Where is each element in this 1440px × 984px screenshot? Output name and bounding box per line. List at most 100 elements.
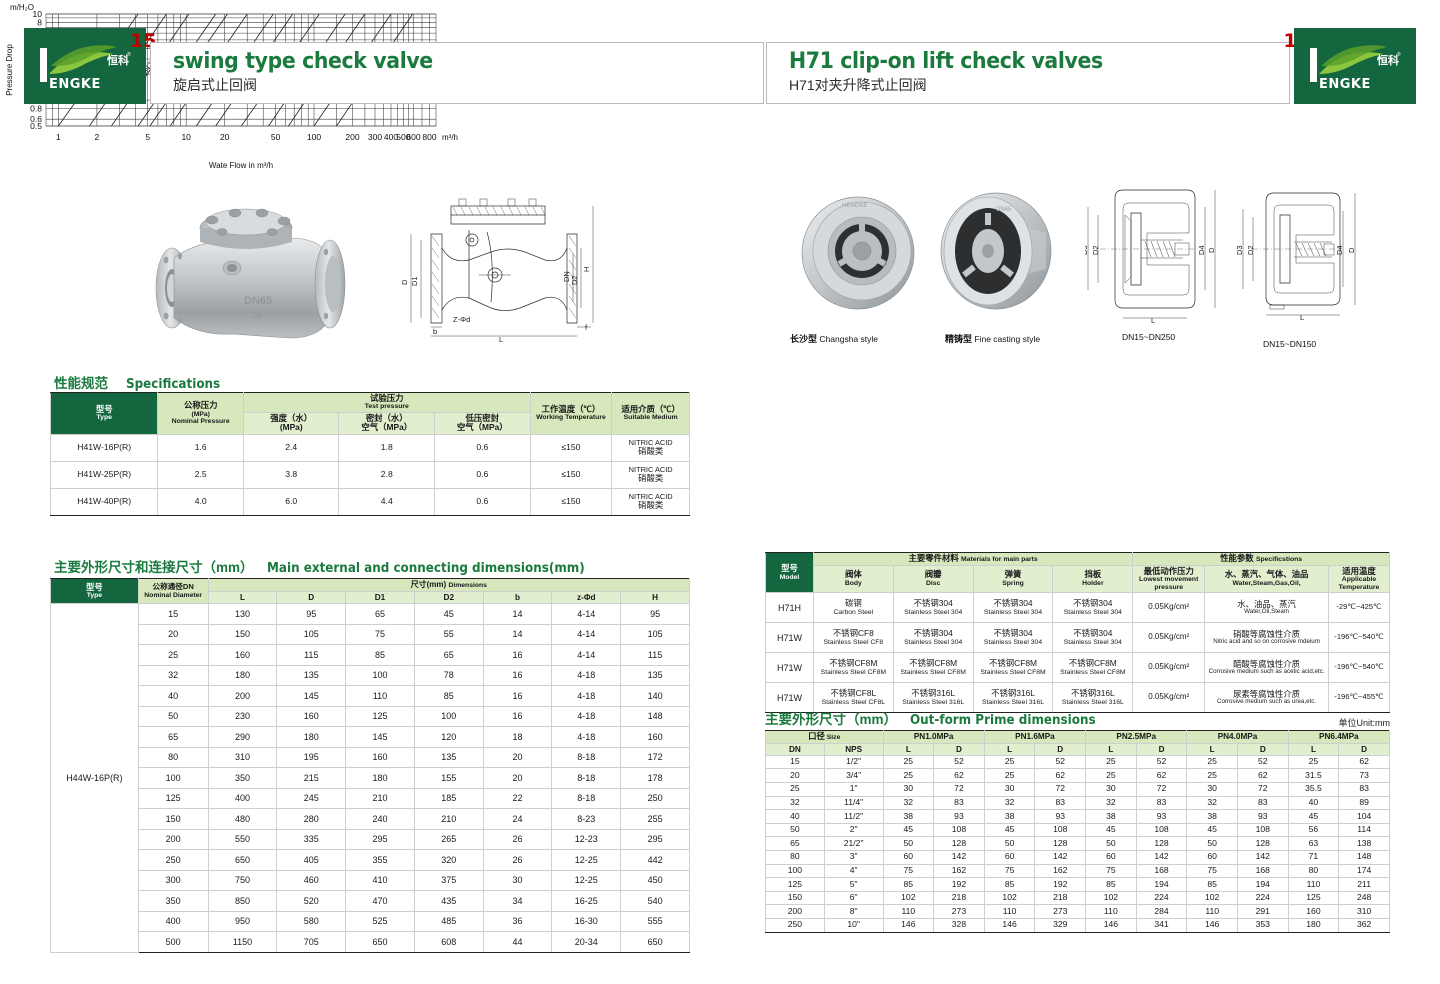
table-cell: 273 [933, 904, 985, 919]
col-header-low-seal: 低压密封 空气（MPa） [434, 412, 531, 435]
table-cell: 0.6 [434, 460, 531, 489]
table-row: H71W 不锈钢CF8 Stainless Steel CF8 不锈钢304 Stain… [765, 622, 1391, 654]
table-cell: 32 [983, 795, 1036, 811]
table-cell: 160 [620, 726, 690, 748]
table-cell: 540 [620, 890, 690, 912]
table-cell: 75 [882, 863, 935, 879]
table-cell: 128 [1135, 836, 1188, 851]
table-cell: 14 [482, 603, 553, 625]
wafer-check-valve-photos: HENGKE DN65 [790, 185, 1065, 325]
table-cell: 180 [276, 726, 347, 748]
table-cell-media: 水、油品、蒸汽 Water,Oil,Steam [1204, 592, 1329, 624]
col-header-holder: 挡板 Holder [1052, 564, 1134, 594]
table-row: 20 3/4" 25 62 25 62 25 62 25 62 31.5 73 [765, 768, 1390, 783]
svg-text:800: 800 [422, 132, 436, 142]
table-cell: 73 [1338, 768, 1390, 783]
table-cell: 265 [413, 828, 484, 851]
table-cell-holder: 不锈钢CF8M Stainless Steel CF8M [1052, 652, 1134, 684]
table-cell: 650 [620, 931, 690, 953]
svg-text:200: 200 [345, 132, 359, 142]
table-cell-type: H44W-16P(R) [50, 603, 139, 953]
table-cell-model: H71W [765, 682, 814, 714]
table-cell: 108 [1034, 822, 1087, 838]
table-cell: 16 [482, 644, 553, 666]
table-cell: 135 [413, 746, 484, 769]
table-cell: 25 [1085, 754, 1137, 770]
table-cell: 224 [1236, 890, 1289, 906]
table-cell: 195 [276, 746, 347, 769]
table-cell: 62 [1338, 754, 1390, 770]
table-cell: 128 [1034, 836, 1087, 851]
page-number-left: 15 [130, 30, 157, 52]
table-cell-medium: NITRIC ACID 硝酸类 [611, 487, 690, 516]
table-cell: 95 [276, 603, 347, 625]
table-cell: 168 [1135, 863, 1188, 879]
svg-text:16: 16 [252, 310, 262, 320]
table-row: 32 11/4" 32 83 32 83 32 83 32 83 40 89 [765, 795, 1390, 811]
table-cell: 14 [482, 623, 553, 646]
dim-label-f: f [585, 323, 588, 332]
table-cell: 162 [933, 863, 985, 879]
table-cell: 12-23 [551, 828, 622, 851]
figure-caption-finecasting: 精铸型 Fine casting style [945, 332, 1040, 345]
table-cell: 178 [620, 767, 690, 789]
table-cell: 30 [882, 781, 935, 797]
table-cell-body: 不锈钢CF8L Stainless Steel CF8L [812, 682, 894, 714]
table-row: 200 8" 110 273 110 273 110 284 110 291 160 310 [765, 904, 1390, 919]
col-header-l: L [207, 590, 278, 605]
dim-label-D: D [1347, 247, 1356, 253]
table-cell: 160 [276, 705, 347, 728]
table-row: 125 400 245 210 185 22 8-18 250 [51, 787, 690, 810]
svg-text:m/H₂O: m/H₂O [10, 3, 34, 12]
table-cell: 72 [1236, 781, 1289, 797]
table-cell: 353 [1236, 917, 1289, 933]
table-cell: 52 [1135, 754, 1188, 770]
section-title-cn: 主要外形尺寸和连接尺寸（mm） [54, 560, 254, 575]
table-cell: 21/2" [823, 836, 884, 851]
dim-label-D1: D1 [410, 276, 419, 286]
table-cell: 60 [1186, 849, 1238, 865]
table-cell: 18 [482, 726, 553, 748]
table-cell: 65 [765, 836, 825, 851]
table-cell: 4.0 [157, 487, 244, 516]
materials-specifications-table: 型号 Model 主要零件材料 Materials for main parts… [765, 551, 1391, 714]
table-cell: 16 [482, 685, 553, 707]
dim-label-DN: DN [562, 271, 571, 282]
dim-label-b: b [433, 327, 437, 336]
figure-caption-dn15-dn150: DN15~DN150 [1263, 339, 1317, 349]
table-cell: 26 [482, 849, 553, 871]
table-cell-disc: 不锈钢304 Stainless Steel 304 [892, 622, 974, 654]
table-cell: 25 [1186, 754, 1238, 770]
table-cell: 4-18 [551, 705, 622, 728]
table-cell: 1/2" [823, 754, 884, 770]
table-cell: 32 [882, 795, 935, 811]
table-cell: 80 [137, 746, 209, 769]
table-cell-pressure: 0.05Kg/cm² [1132, 622, 1206, 654]
table-cell: 125 [345, 705, 415, 728]
unit-note: 单位Unit:mm [1338, 716, 1390, 729]
table-cell: 355 [345, 849, 415, 871]
table-cell: 85 [413, 685, 484, 707]
table-cell: 93 [1034, 809, 1087, 824]
table-cell: 291 [1236, 904, 1289, 919]
col-header-spring: 弹簧 Spring [972, 564, 1054, 594]
table-cell: 8-23 [551, 808, 622, 830]
table-cell: 45 [413, 603, 484, 625]
table-cell: 4-18 [551, 726, 622, 748]
table-cell: 2" [823, 822, 884, 838]
col-header-pn64mpa: PN6.4MPa [1287, 730, 1391, 744]
table-cell: 705 [276, 931, 347, 953]
table-cell: 150 [765, 890, 825, 906]
table-cell: 310 [1338, 904, 1390, 919]
table-cell: 4-14 [551, 603, 622, 625]
page-title-cn-right: H71对夹升降式止回阀 [789, 77, 927, 93]
col-header-size: 口径 Size [765, 730, 884, 744]
table-row: 25 1" 30 72 30 72 30 72 30 72 35.5 83 [765, 781, 1390, 797]
table-cell: 15 [765, 754, 825, 770]
table-cell: 34 [482, 890, 553, 912]
table-cell: 115 [620, 644, 690, 666]
table-row: H41W-25P(R) 2.5 3.8 2.8 0.6 ≤150 NITRIC ACID 硝酸… [49, 460, 690, 489]
table-cell: 85 [983, 877, 1036, 892]
table-cell: 218 [1034, 890, 1087, 906]
table-row: 50 2" 45 108 45 108 45 108 45 108 56 114 [765, 822, 1390, 838]
